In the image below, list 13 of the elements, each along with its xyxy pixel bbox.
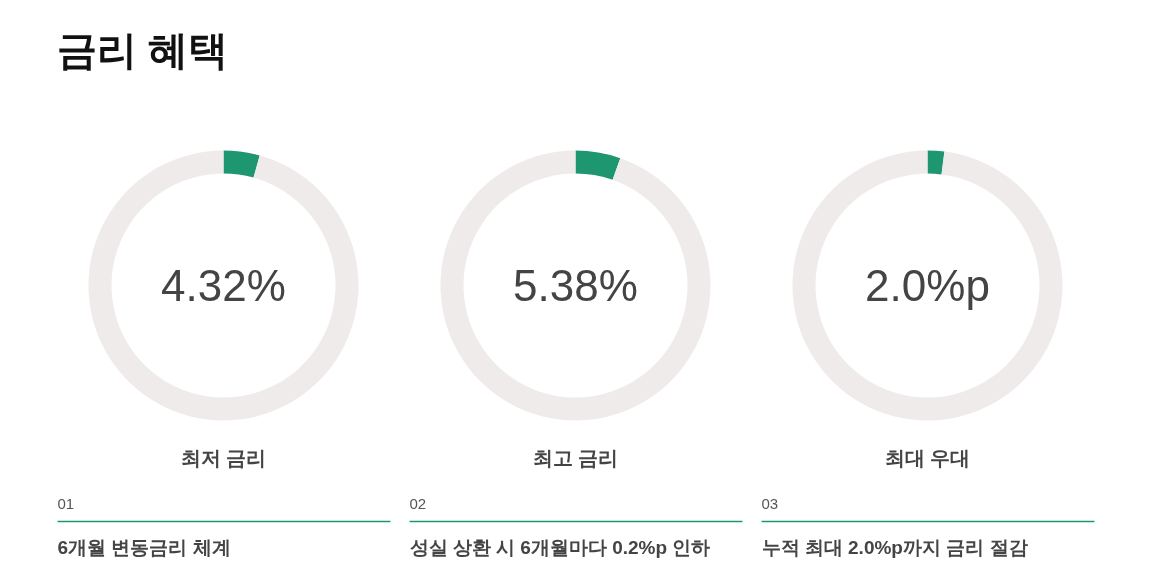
text: 최저 금리	[180, 446, 267, 469]
text: 5.38%	[513, 261, 638, 310]
text: 03	[761, 494, 779, 512]
text: 최고 금리	[532, 446, 619, 469]
text: 01	[57, 494, 75, 512]
text: 성실 상환 시 6개월마다 0.2%p 인하	[409, 537, 711, 558]
chart-title: 금리 혜택	[57, 27, 229, 74]
text: 6개월 변동금리 체계	[57, 537, 231, 558]
text: 02	[409, 494, 427, 512]
text: 2.0%p	[865, 261, 990, 310]
text: 4.32%	[161, 261, 286, 310]
text: 최대 우대	[884, 446, 971, 469]
text: 누적 최대 2.0%p까지 금리 절감	[761, 537, 1028, 558]
